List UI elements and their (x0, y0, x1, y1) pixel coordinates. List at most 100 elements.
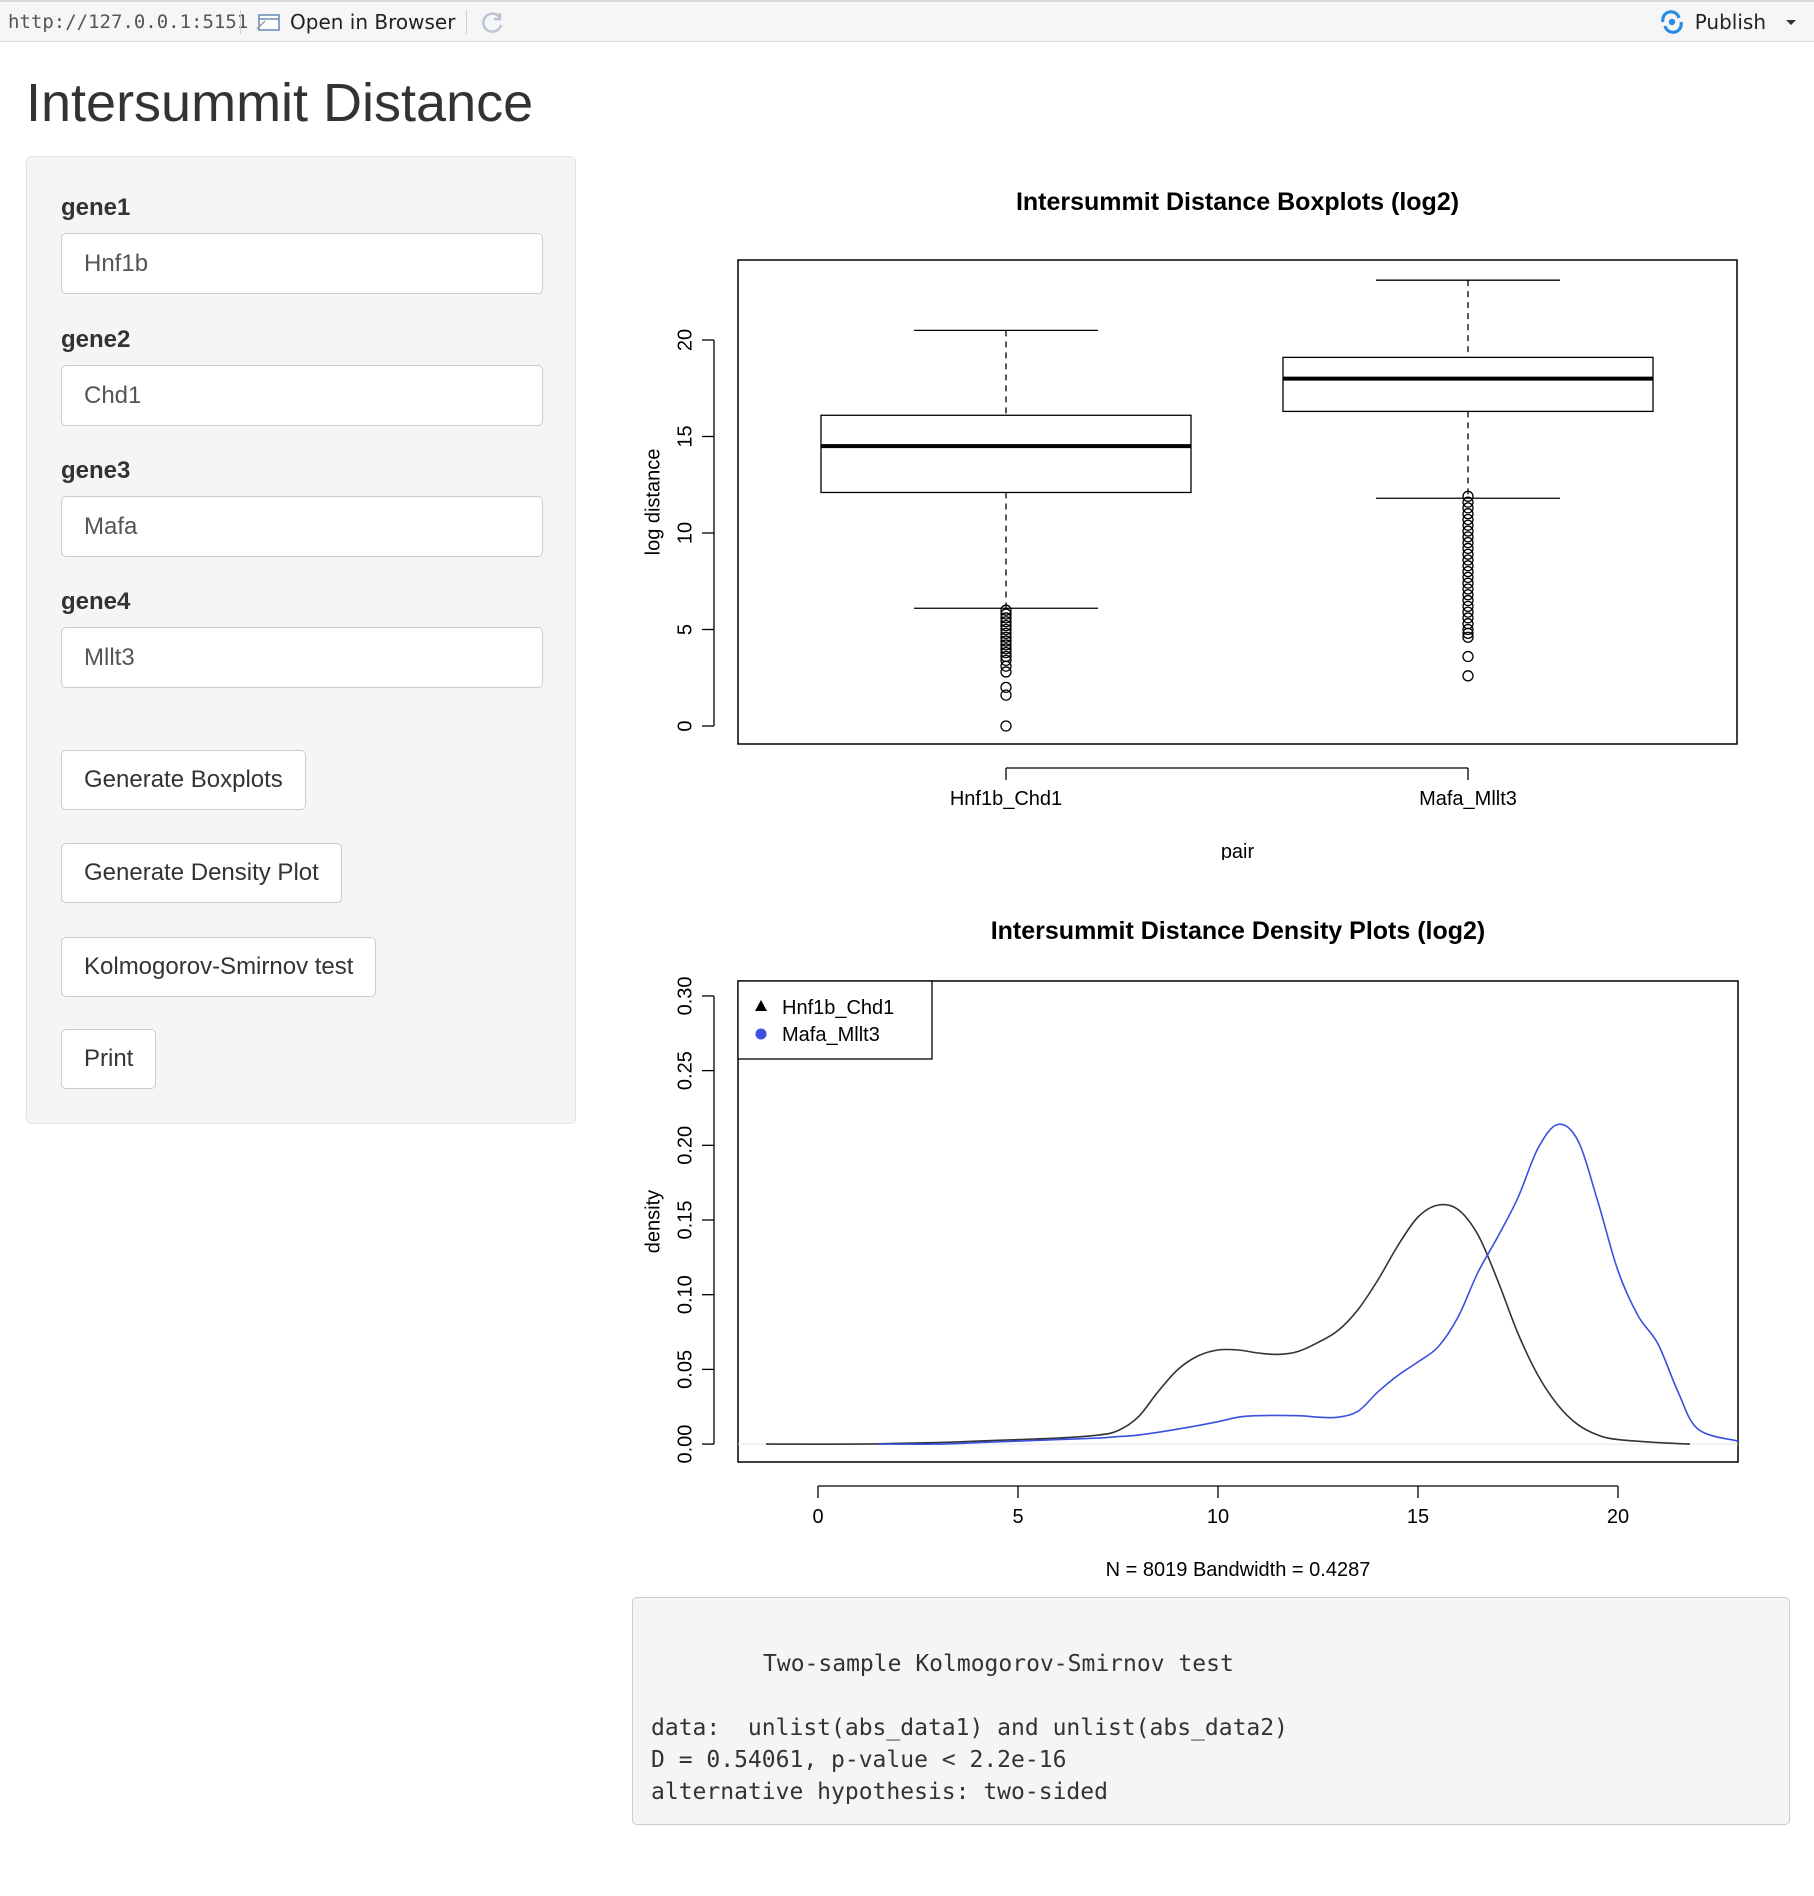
outlier-point (1000, 660, 1012, 672)
generate-boxplots-button[interactable]: Generate Boxplots (61, 750, 306, 810)
y-tick-label: 15 (674, 425, 696, 447)
publish-label: Publish (1694, 10, 1766, 34)
y-tick-label: 20 (674, 329, 696, 351)
outlier-point (1462, 531, 1474, 543)
ks-output-title: Two-sample Kolmogorov-Smirnov test (763, 1651, 1234, 1677)
outlier-point (1000, 608, 1012, 620)
page-title: Intersummit Distance (26, 73, 534, 133)
box (820, 414, 1192, 494)
outlier-point (1000, 639, 1012, 651)
outlier-point (1000, 619, 1012, 632)
publish-icon (1660, 10, 1683, 34)
generate-density-plot-button[interactable]: Generate Density Plot (61, 843, 342, 903)
density-line-hnf1b_chd1 (765, 1203, 1691, 1445)
gene4-input[interactable]: Mllt3 (61, 627, 543, 688)
toolbar-divider (240, 10, 241, 34)
outlier-point (1462, 513, 1474, 526)
gene2-field: gene2 Chd1 (61, 326, 543, 426)
outlier-point (1000, 650, 1012, 663)
gene1-label: gene1 (61, 194, 131, 221)
publish-button[interactable]: Publish (1657, 9, 1798, 35)
outlier-point (1000, 623, 1012, 636)
x-tick-label: Mafa_Mllt3 (1419, 788, 1517, 810)
outlier-point (1000, 627, 1012, 640)
gene2-label: gene2 (61, 326, 131, 353)
legend-label: Hnf1b_Chd1 (782, 997, 894, 1019)
chart-title: Intersummit Distance Boxplots (log2) (1016, 188, 1459, 216)
y-tick-label: 5 (674, 624, 696, 635)
chart-title: Intersummit Distance Density Plots (log2… (991, 917, 1486, 945)
outlier-point (1462, 542, 1474, 555)
outlier-point (1000, 631, 1012, 643)
outlier-point (1000, 689, 1012, 701)
outlier-point (1462, 600, 1474, 612)
outlier-point (1462, 571, 1474, 584)
legend: Hnf1b_Chd1 Mafa_Mllt3 (737, 980, 933, 1060)
density-chart: Intersummit Distance Density Plots (log2… (642, 917, 1739, 1580)
y-tick-label: 0.10 (674, 1275, 696, 1314)
outlier-point (1462, 548, 1474, 560)
open-in-browser-button[interactable]: Open in Browser (256, 10, 455, 34)
gene1-input[interactable]: Hnf1b (61, 233, 543, 294)
plot-frame (737, 980, 1739, 1463)
gene3-field: gene3 Mafa (61, 457, 543, 557)
outlier-point (1462, 670, 1474, 682)
gene4-field: gene4 Mllt3 (61, 588, 543, 688)
ks-output-line: alternative hypothesis: two-sided (651, 1779, 1108, 1805)
gene3-input[interactable]: Mafa (61, 496, 543, 557)
ks-output-line: D = 0.54061, p-value < 2.2e-16 (651, 1747, 1067, 1773)
outlier-point (1000, 616, 1012, 628)
x-tick-label: Hnf1b_Chd1 (950, 788, 1062, 810)
outlier-point (1462, 508, 1474, 520)
refresh-icon (482, 12, 503, 33)
caret-down-icon[interactable] (1784, 17, 1798, 27)
outlier-point (1462, 519, 1474, 531)
ks-test-button[interactable]: Kolmogorov-Smirnov test (61, 937, 377, 997)
outlier-point (1462, 577, 1474, 589)
browser-window-icon (256, 14, 280, 31)
outlier-point (1000, 604, 1012, 616)
toolbar-divider (466, 10, 467, 34)
y-tick-label: 0.25 (674, 1051, 696, 1090)
outlier-point (1000, 612, 1012, 624)
url-text[interactable]: http://127.0.0.1:5151 (8, 11, 249, 33)
x-tick-label: 0 (812, 1506, 823, 1528)
y-tick-label: 0.20 (674, 1126, 696, 1165)
outlier-point (1462, 606, 1474, 618)
y-tick-label: 0.00 (674, 1425, 696, 1464)
outlier-point (1462, 612, 1474, 624)
y-axis-label: log distance (642, 449, 664, 556)
y-tick-label: 0.15 (674, 1201, 696, 1240)
refresh-button[interactable] (480, 10, 506, 41)
x-tick-label: 10 (1207, 1506, 1229, 1528)
outlier-point (1462, 502, 1474, 514)
outlier-point (1462, 525, 1474, 537)
outlier-point (1462, 496, 1474, 508)
x-tick-label: 15 (1407, 1506, 1429, 1528)
outlier-point (1462, 554, 1474, 566)
outlier-point (1462, 560, 1474, 572)
outlier-point (1000, 635, 1012, 647)
outlier-point (1000, 643, 1012, 655)
x-axis-label: N = 8019 Bandwidth = 0.4287 (1106, 1559, 1371, 1580)
x-tick-label: 20 (1607, 1506, 1629, 1528)
y-tick-label: 0.05 (674, 1350, 696, 1389)
outlier-point (1462, 536, 1474, 549)
sidebar-panel: gene1 Hnf1b gene2 Chd1 gene3 Mafa gene4 … (26, 156, 576, 1124)
outlier-point (1462, 490, 1474, 502)
x-axis-label: pair (1221, 841, 1255, 860)
gene3-label: gene3 (61, 457, 131, 484)
outlier-point (1462, 583, 1474, 595)
plot-frame (737, 259, 1738, 745)
outlier-point (1000, 681, 1012, 694)
outlier-point (1000, 654, 1012, 667)
outlier-point (1462, 650, 1474, 663)
ks-output-line: data: unlist(abs_data1) and unlist(abs_d… (651, 1715, 1288, 1741)
y-tick-label: 0.30 (674, 976, 696, 1015)
outlier-point (1000, 666, 1012, 678)
print-button[interactable]: Print (61, 1029, 157, 1089)
x-tick-label: 5 (1012, 1506, 1023, 1528)
box (1282, 356, 1654, 413)
legend-box (737, 980, 933, 1060)
gene2-input[interactable]: Chd1 (61, 365, 543, 426)
